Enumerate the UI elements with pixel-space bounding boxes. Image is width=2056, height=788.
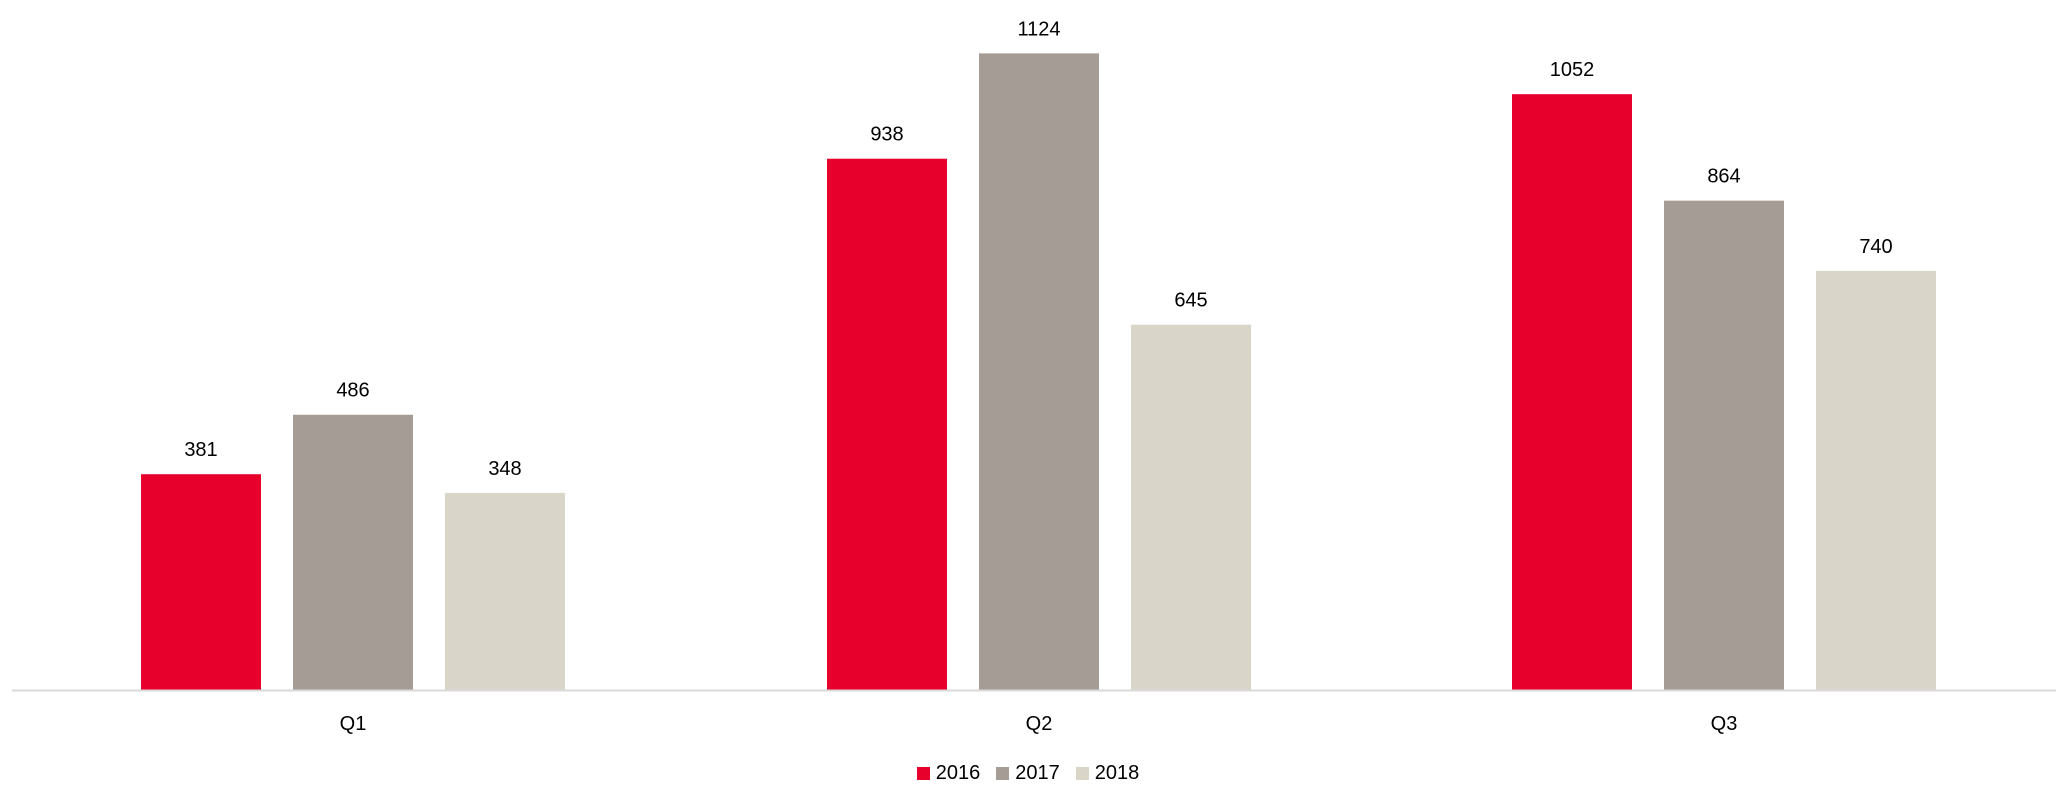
bar-q3-2016 <box>1512 94 1632 691</box>
bar-q2-2016 <box>827 158 947 690</box>
data-label-q1-2016: 381 <box>184 439 217 461</box>
data-label-q3-2017: 864 <box>1707 166 1740 188</box>
legend-swatch-2018 <box>1075 767 1089 780</box>
bar-q2-2017 <box>979 53 1099 691</box>
data-label-q3-2016: 1052 <box>1550 59 1595 81</box>
legend-item-2018: 2018 <box>1075 762 1140 785</box>
bar-q1-2016 <box>141 474 261 690</box>
bar-q3-2018 <box>1816 270 1936 690</box>
legend-label-2018: 2018 <box>1094 762 1140 784</box>
data-label-q2-2018: 645 <box>1174 290 1207 312</box>
legend-item-2016: 2016 <box>916 762 981 785</box>
x-tick-label-q2: Q2 <box>1026 713 1053 735</box>
bar-q2-2018 <box>1131 324 1251 690</box>
legend-item-2017: 2017 <box>996 762 1060 785</box>
data-label-q2-2017: 1124 <box>1017 18 1060 40</box>
legend: 2016 2017 2018 <box>0 762 2056 785</box>
bars-layer <box>141 53 1936 691</box>
legend-swatch-2017 <box>996 767 1010 780</box>
bar-q3-2017 <box>1664 200 1784 691</box>
legend-label-2017: 2017 <box>1015 762 1060 784</box>
data-label-q2-2016: 938 <box>870 124 903 146</box>
data-label-q1-2017: 486 <box>336 380 369 402</box>
data-labels-layer: 381 486 348 938 1124 645 1052 864 740 <box>184 18 1892 480</box>
x-tick-label-q3: Q3 <box>1711 713 1738 735</box>
x-tick-labels-layer: Q1 Q2 Q3 <box>340 713 1738 735</box>
bar-q1-2018 <box>445 492 565 690</box>
bar-q1-2017 <box>293 414 413 690</box>
data-label-q3-2018: 740 <box>1859 236 1892 258</box>
x-tick-label-q1: Q1 <box>340 713 367 735</box>
data-label-q1-2018: 348 <box>488 458 521 480</box>
legend-swatch-2016 <box>916 767 930 780</box>
legend-label-2016: 2016 <box>935 762 981 784</box>
